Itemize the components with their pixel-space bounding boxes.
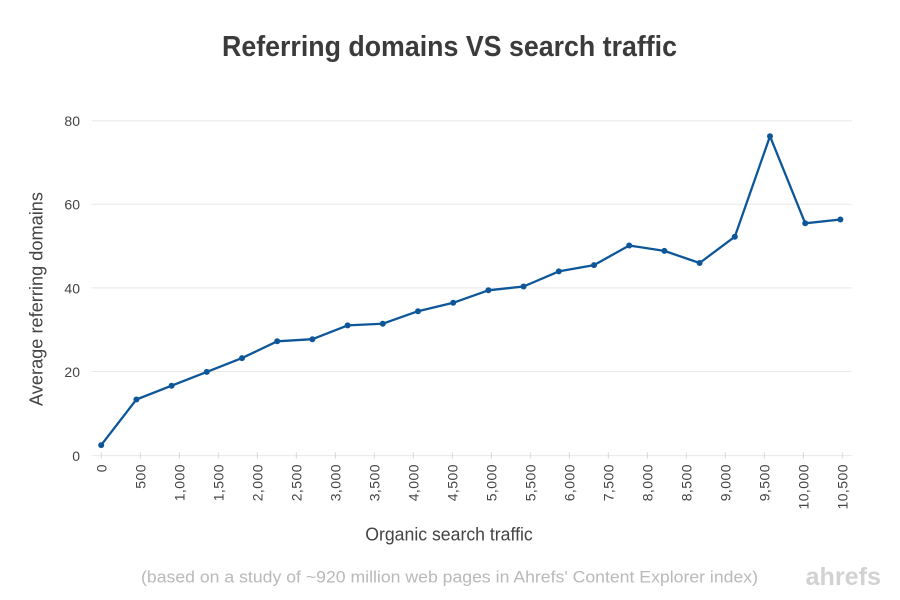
svg-text:Referring domains VS search tr: Referring domains VS search traffic [222, 31, 677, 63]
svg-text:10,500: 10,500 [834, 464, 850, 510]
svg-text:8,500: 8,500 [678, 464, 694, 501]
svg-text:6,000: 6,000 [561, 464, 577, 501]
svg-text:40: 40 [64, 280, 80, 296]
svg-text:80: 80 [64, 113, 80, 129]
svg-text:2,500: 2,500 [288, 464, 304, 501]
svg-text:1,500: 1,500 [210, 464, 226, 501]
svg-text:5,000: 5,000 [483, 464, 499, 501]
svg-text:0: 0 [72, 448, 80, 464]
svg-text:5,500: 5,500 [522, 464, 538, 501]
svg-text:3,500: 3,500 [366, 464, 382, 501]
svg-text:10,000: 10,000 [795, 464, 811, 510]
svg-text:Average referring domains: Average referring domains [26, 192, 46, 406]
svg-text:Organic search traffic: Organic search traffic [365, 525, 533, 545]
svg-text:9,000: 9,000 [717, 464, 733, 501]
svg-text:ahrefs: ahrefs [806, 563, 882, 591]
svg-text:1,000: 1,000 [171, 464, 187, 501]
svg-text:4,500: 4,500 [444, 464, 460, 501]
svg-text:60: 60 [64, 197, 80, 213]
svg-text:8,000: 8,000 [639, 464, 655, 501]
svg-text:3,000: 3,000 [327, 464, 343, 501]
svg-text:500: 500 [132, 464, 148, 489]
svg-text:9,500: 9,500 [756, 464, 772, 501]
svg-text:7,500: 7,500 [600, 464, 616, 501]
svg-text:20: 20 [64, 364, 80, 380]
svg-text:4,000: 4,000 [405, 464, 421, 501]
svg-text:2,000: 2,000 [249, 464, 265, 501]
svg-text:0: 0 [93, 464, 109, 472]
svg-text:(based on a study of ~920 mill: (based on a study of ~920 million web pa… [141, 567, 758, 586]
